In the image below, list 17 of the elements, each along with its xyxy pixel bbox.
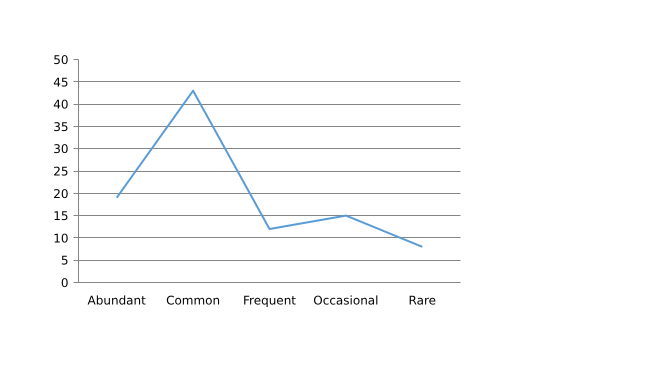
x-tick-label: Abundant — [88, 294, 146, 308]
y-tick-label: 15 — [53, 209, 69, 224]
y-tick-label: 5 — [60, 254, 69, 268]
y-tick-label: 25 — [53, 164, 69, 178]
y-tick-label: 10 — [53, 231, 69, 246]
y-tick-label: 35 — [53, 120, 69, 134]
x-tick-label: Occasional — [313, 294, 379, 308]
y-tick-label: 40 — [53, 98, 69, 112]
y-tick-label: 50 — [53, 53, 69, 67]
y-tick-label: 20 — [53, 186, 69, 201]
y-tick-label: 30 — [53, 142, 69, 156]
x-tick-label: Common — [166, 294, 220, 308]
y-tick-label: 45 — [53, 75, 69, 90]
line-series — [116, 90, 424, 248]
y-tick-label: 0 — [60, 276, 69, 290]
x-tick-label: Frequent — [243, 294, 296, 308]
x-tick-label: Rare — [408, 294, 436, 308]
